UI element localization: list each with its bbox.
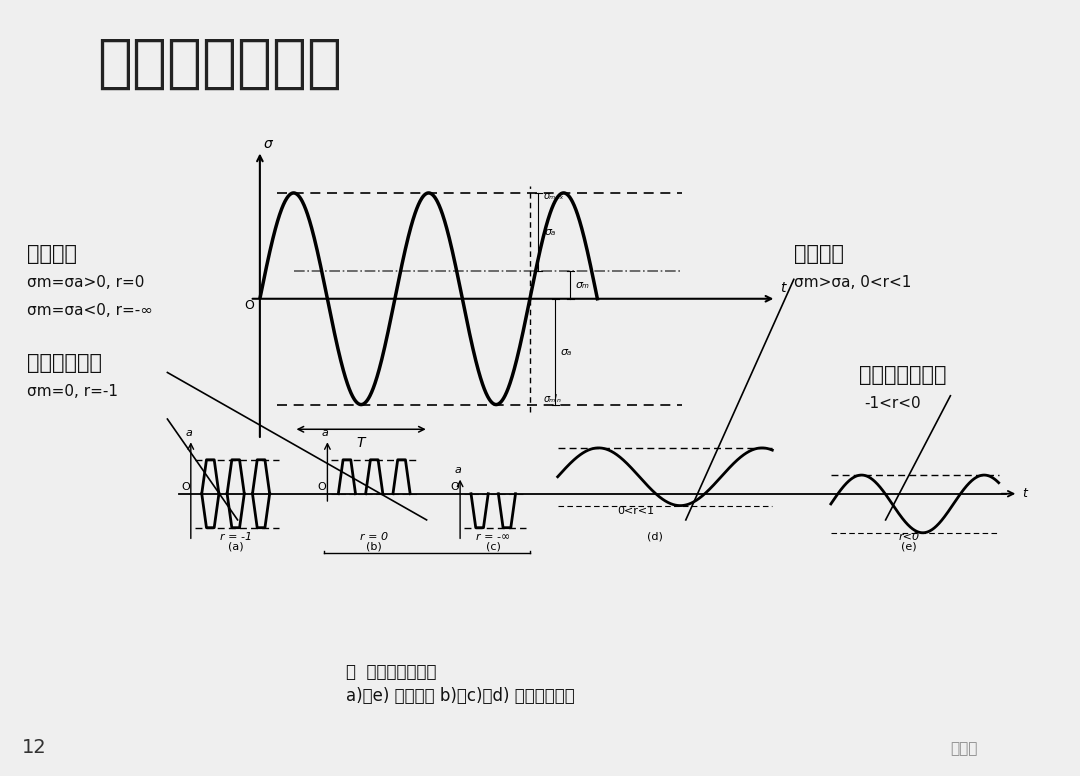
Text: t: t [1022, 487, 1027, 501]
Text: 对称交变应力: 对称交变应力 [27, 353, 102, 373]
Text: 脉动应力: 脉动应力 [27, 244, 77, 265]
Text: a: a [186, 428, 192, 438]
Text: σₘᴵₙ: σₘᴵₙ [543, 394, 562, 404]
Text: r = -∞: r = -∞ [476, 532, 511, 542]
Text: 波动应力: 波动应力 [794, 244, 843, 265]
Text: 图  循环应力的类型: 图 循环应力的类型 [346, 663, 436, 681]
Text: T: T [356, 436, 365, 450]
Text: 不对称交变应力: 不对称交变应力 [859, 365, 946, 385]
Text: -1<r<0: -1<r<0 [864, 396, 920, 411]
Text: σm=0, r=-1: σm=0, r=-1 [27, 384, 118, 399]
Text: (c): (c) [486, 542, 501, 552]
Text: t: t [780, 281, 785, 295]
Text: r = -1: r = -1 [219, 532, 252, 542]
Text: σ: σ [264, 137, 272, 151]
Text: 常见的循环应力: 常见的循环应力 [97, 35, 342, 92]
Text: σₐ: σₐ [545, 227, 556, 237]
Text: σₘ: σₘ [576, 279, 590, 289]
Text: r<0: r<0 [899, 532, 919, 542]
Text: σm>σa, 0<r<1: σm>σa, 0<r<1 [794, 275, 912, 290]
Text: σₘₐₓ: σₘₐₓ [543, 192, 564, 202]
Text: (e): (e) [901, 542, 917, 552]
Text: σₐ: σₐ [561, 347, 571, 357]
Text: (b): (b) [366, 542, 382, 552]
Text: a: a [455, 466, 461, 476]
Text: O: O [181, 482, 190, 492]
Text: (d): (d) [647, 532, 663, 542]
Text: a: a [322, 428, 329, 438]
Text: r = 0: r = 0 [361, 532, 389, 542]
Text: O: O [450, 482, 459, 492]
Text: 12: 12 [22, 738, 46, 757]
Text: σm=σa>0, r=0: σm=σa>0, r=0 [27, 275, 145, 290]
Text: O: O [245, 300, 255, 313]
Text: a)、e) 交变应力 b)、c)、d) 重复循环应力: a)、e) 交变应力 b)、c)、d) 重复循环应力 [346, 687, 575, 705]
Text: 0<r<1: 0<r<1 [617, 506, 654, 516]
Text: O: O [318, 482, 326, 492]
Text: (a): (a) [228, 542, 243, 552]
Text: σm=σa<0, r=-∞: σm=σa<0, r=-∞ [27, 303, 153, 317]
Text: 材易通: 材易通 [950, 742, 977, 757]
